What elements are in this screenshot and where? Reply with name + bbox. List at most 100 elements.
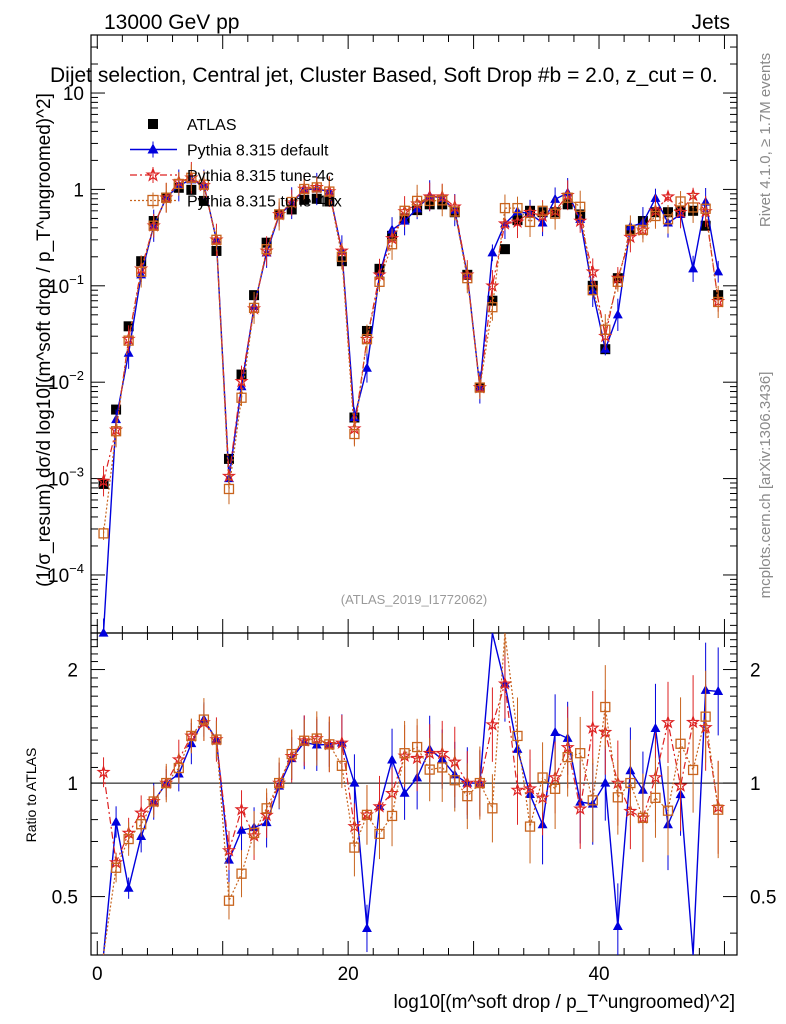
- ratio-point-star: [510, 782, 525, 797]
- ratio-point-open-square: [650, 792, 661, 803]
- ratio-point-open-square: [549, 783, 561, 794]
- ratio-point-open-square: [161, 777, 172, 789]
- data-point-star: [585, 264, 600, 278]
- ratio-point-open-square: [123, 833, 134, 845]
- ratio-point-open-square: [625, 777, 636, 789]
- ratio-point-open-square: [236, 868, 247, 879]
- legend-label: ATLAS: [187, 117, 237, 134]
- data-point-open-square: [449, 206, 460, 217]
- data-point-open-square: [462, 273, 473, 284]
- data-point-open-square: [186, 172, 197, 183]
- data-point-open-square: [374, 276, 385, 287]
- x-tick-label: 40: [588, 964, 609, 985]
- ratio-point-open-square: [575, 748, 586, 759]
- data-point-open-square: [110, 426, 122, 437]
- data-point-open-square: [173, 178, 184, 190]
- data-point-open-square: [399, 205, 410, 216]
- ratio-y-tick-label: 1: [67, 774, 78, 795]
- ratio-series: [96, 632, 726, 956]
- ratio-point-star: [485, 717, 500, 731]
- ratio-point-star: [234, 802, 249, 816]
- data-point-open-square: [537, 205, 548, 216]
- data-point-square: [223, 453, 234, 464]
- ratio-point-triangle: [399, 787, 410, 797]
- data-point-open-square: [575, 201, 586, 212]
- ratio-point-open-square: [324, 739, 335, 750]
- ratio-point-open-square: [349, 842, 360, 853]
- ratio-point-triangle: [387, 754, 397, 764]
- data-point-triangle: [98, 627, 109, 637]
- category-label: Jets: [691, 11, 730, 34]
- x-axis-label: log10[(m^soft drop / p_T^ungroomed)^2]: [394, 992, 735, 1013]
- ratio-point-open-square: [361, 809, 373, 821]
- ratio-point-open-square: [449, 775, 460, 786]
- data-point-open-square: [261, 244, 272, 255]
- data-point-open-square: [512, 202, 523, 214]
- legend-marker-square: [148, 119, 158, 129]
- ratio-point-open-square: [311, 733, 322, 744]
- data-point-open-square: [299, 183, 310, 195]
- y-tick-label: 10−3: [48, 465, 84, 491]
- ratio-y-tick-label: 2: [67, 661, 78, 682]
- data-point-open-square: [236, 392, 247, 403]
- ratio-point-star: [573, 801, 588, 815]
- data-point-open-square: [274, 209, 285, 220]
- ratio-point-open-square: [223, 895, 235, 906]
- data-point-open-square: [474, 382, 486, 393]
- x-tick-label: 0: [92, 964, 103, 985]
- ratio-point-open-square: [198, 714, 210, 725]
- y-tick-label: 10−4: [48, 561, 84, 587]
- data-point-open-square: [161, 192, 172, 203]
- ratio-point-star: [221, 843, 237, 857]
- ratio-line-star: [102, 683, 719, 865]
- ratio-point-open-square: [374, 828, 385, 840]
- ratio-point-open-square: [587, 795, 598, 806]
- data-point-open-square: [700, 203, 711, 214]
- data-point-star: [96, 473, 111, 488]
- data-point-open-square: [650, 210, 661, 222]
- data-point-open-square: [349, 428, 360, 440]
- ratio-line-triangle: [102, 632, 719, 956]
- y-axis-label: (1/σ_resum) dσ/d log10[(m^soft drop / p_…: [34, 93, 55, 587]
- data-point-triangle: [612, 309, 623, 319]
- ratio-point-open-square: [274, 777, 285, 789]
- ratio-point-open-square: [186, 730, 197, 742]
- ratio-y-tick-label-right: 1: [750, 774, 761, 795]
- ratio-point-open-square: [537, 772, 548, 783]
- ratio-point-open-square: [110, 862, 122, 873]
- y-tick-label: 10−2: [48, 368, 84, 394]
- legend: ATLAS Pythia 8.315 default Pythia 8.315 tu…: [130, 117, 342, 211]
- data-point-open-square: [487, 302, 498, 313]
- data-point-triangle: [487, 247, 498, 257]
- ratio-y-axis-label: Ratio to ATLAS: [23, 748, 39, 843]
- data-point-star: [485, 278, 500, 292]
- data-point-open-square: [562, 192, 573, 203]
- data-point-triangle: [688, 263, 699, 273]
- ratio-point-star: [497, 676, 513, 690]
- ratio-point-open-square: [136, 819, 147, 830]
- ratio-point-open-square: [474, 777, 486, 789]
- data-point-open-square: [499, 202, 511, 214]
- data-point-open-square: [625, 224, 636, 236]
- ratio-point-open-square: [487, 803, 498, 814]
- ratio-point-star: [660, 714, 676, 729]
- ratio-point-open-square: [386, 810, 398, 822]
- data-point-star: [234, 373, 249, 388]
- ratio-point-open-square: [512, 730, 523, 742]
- data-point-open-square: [587, 285, 598, 296]
- ratio-point-open-square: [437, 762, 448, 773]
- data-point-star: [573, 213, 588, 228]
- data-point-open-square: [123, 335, 134, 346]
- ratio-line-open-square: [102, 632, 719, 956]
- x-tick-label: 20: [338, 964, 359, 985]
- data-point-open-square: [386, 239, 398, 250]
- data-point-open-square: [311, 182, 322, 193]
- data-point-square: [499, 244, 510, 255]
- data-point-open-square: [713, 296, 724, 308]
- legend-marker-star: [145, 167, 161, 182]
- ratio-point-triangle: [349, 777, 360, 787]
- ratio-point-open-square: [248, 827, 260, 839]
- ratio-point-open-square: [600, 701, 611, 713]
- data-point-triangle: [713, 266, 724, 276]
- data-point-open-square: [662, 214, 674, 225]
